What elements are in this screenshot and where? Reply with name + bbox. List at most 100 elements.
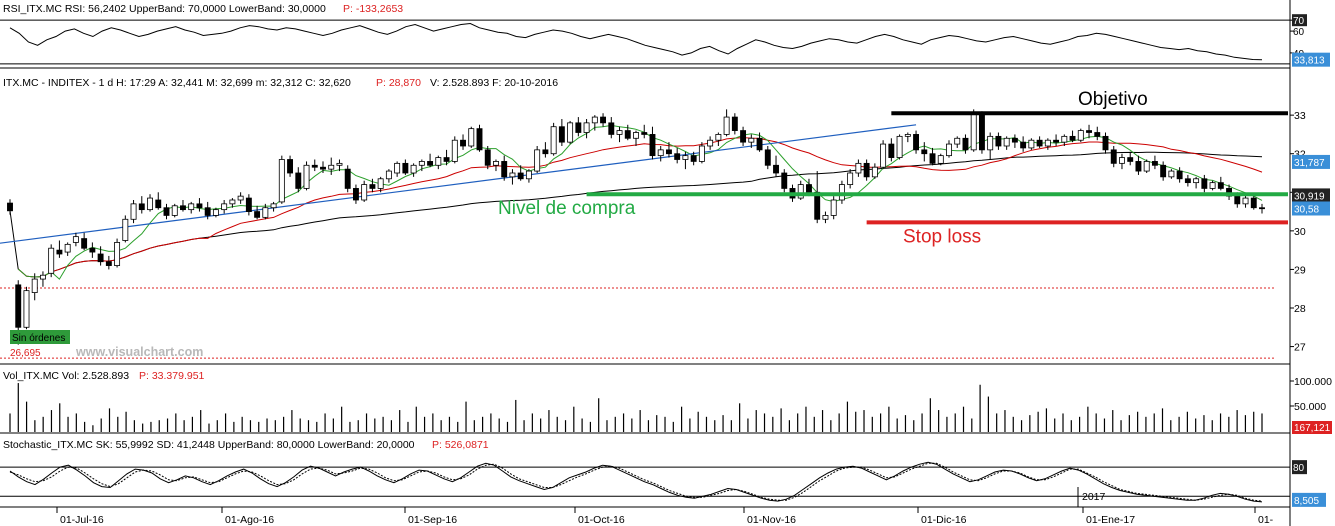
volume-bars [9,383,1263,432]
candle-body [1003,137,1010,147]
candle-body [72,236,79,243]
candle-body [616,130,623,135]
trendline [0,124,917,244]
candle-body [567,122,574,143]
candle-body [1184,178,1191,184]
price-axis-label-background [1292,201,1330,216]
candle-body [1061,135,1068,143]
price-tick-label: 32 [1294,149,1306,161]
watermark: www.visualchart.com [75,345,203,359]
rsi-tick-label: 60 [1293,27,1305,38]
candle-body [484,149,491,166]
price-tick-label: 27 [1294,342,1306,354]
price-axis-label: 30,58 [1294,204,1319,215]
candle-body [270,203,277,209]
candle-body [641,132,648,135]
candle-body [814,191,821,220]
candle-body [163,207,170,216]
date-axis: 01-Jul-16 01-Ago-16 01-Sep-16 01-Oct-16 01-N… [56,507,1274,526]
candle-body [855,162,862,174]
mid-moving-average-line [17,137,1263,278]
candle-body [682,155,689,160]
candle-body [591,116,598,124]
candle-body [740,130,747,143]
candle-body [89,247,96,253]
candle-body [369,184,376,189]
candle-body [929,153,936,164]
candle-body [138,203,145,211]
volume-header: Vol_ITX.MC Vol: 2.528.893 [3,370,129,382]
date-tick-label: 01-Oct-16 [578,514,625,526]
candle-body [15,284,22,328]
candle-body [1234,195,1241,205]
candle-body [402,162,409,174]
candle-body [748,137,755,143]
candle-body [1110,149,1117,164]
candle-body [352,188,359,201]
candle-body [731,116,738,131]
candle-body [608,122,615,135]
candle-body [410,164,417,174]
candle-body [1086,130,1092,133]
candle-body [921,149,928,155]
candle-body [1036,139,1043,147]
price-tick-label: 29 [1294,264,1306,276]
candle-body [764,149,771,166]
candle-body [1069,135,1076,141]
candle-body [542,149,549,155]
price-header-p: P: 28,870 [376,77,421,89]
volume-current-label: 167,121 [1294,423,1331,434]
candle-body [48,247,55,274]
candle-body [665,149,672,155]
candle-body [962,137,969,151]
candle-body [674,153,681,160]
date-tick-label: 01-Jul-16 [60,514,104,526]
candle-body [987,135,994,151]
volume-tick-label: 100.000 [1294,376,1332,388]
candle-body [451,139,458,162]
stochastic-sk-line [9,461,1263,503]
candle-body [418,161,425,166]
low-value-label: 26,695 [10,348,41,359]
date-tick-label: 01-Ago-16 [225,514,274,526]
rsi-header: RSI_ITX.MC RSI: 56,2402 UpperBand: 70,00… [3,3,326,15]
candle-body [1028,139,1035,149]
stochastic-bands [0,466,1290,497]
rsi-panel: RSI_ITX.MC RSI: 56,2402 UpperBand: 70,00… [0,3,1330,69]
candle-body [1176,170,1183,180]
candle-body [130,203,137,220]
candle-body [1127,157,1134,162]
candle-body [773,164,779,174]
candle-body [262,207,269,218]
candle-body [221,203,228,211]
orders-label-background [10,330,70,344]
volume-current-label-background [1292,421,1332,434]
price-tick-label: 33 [1294,110,1306,122]
candle-body [1250,197,1257,209]
candle-body [525,170,532,180]
candle-body [649,134,656,157]
candle-body [295,172,302,189]
candle-body [361,184,368,201]
candle-body [188,203,195,211]
candle-body [690,155,697,162]
candle-body [114,242,121,266]
candle-body [56,249,63,255]
nivel-de-compra-label: Nivel de compra [498,198,636,219]
candle-body [1168,170,1175,178]
candle-body [171,205,178,216]
candle-body [937,155,944,164]
candle-body [806,184,812,193]
rsi-axis: 70604033,813 [1290,14,1330,67]
candle-body [328,164,335,170]
price-tick-label: 28 [1294,303,1306,315]
objetivo-label: Objetivo [1078,89,1148,110]
volume-tick-label: 50.000 [1294,401,1326,413]
stochastic-tick-background [1292,460,1307,475]
candle-body [336,162,343,166]
candle-body [583,122,590,133]
candle-body [204,207,211,216]
price-axis-label-background [1292,154,1330,169]
